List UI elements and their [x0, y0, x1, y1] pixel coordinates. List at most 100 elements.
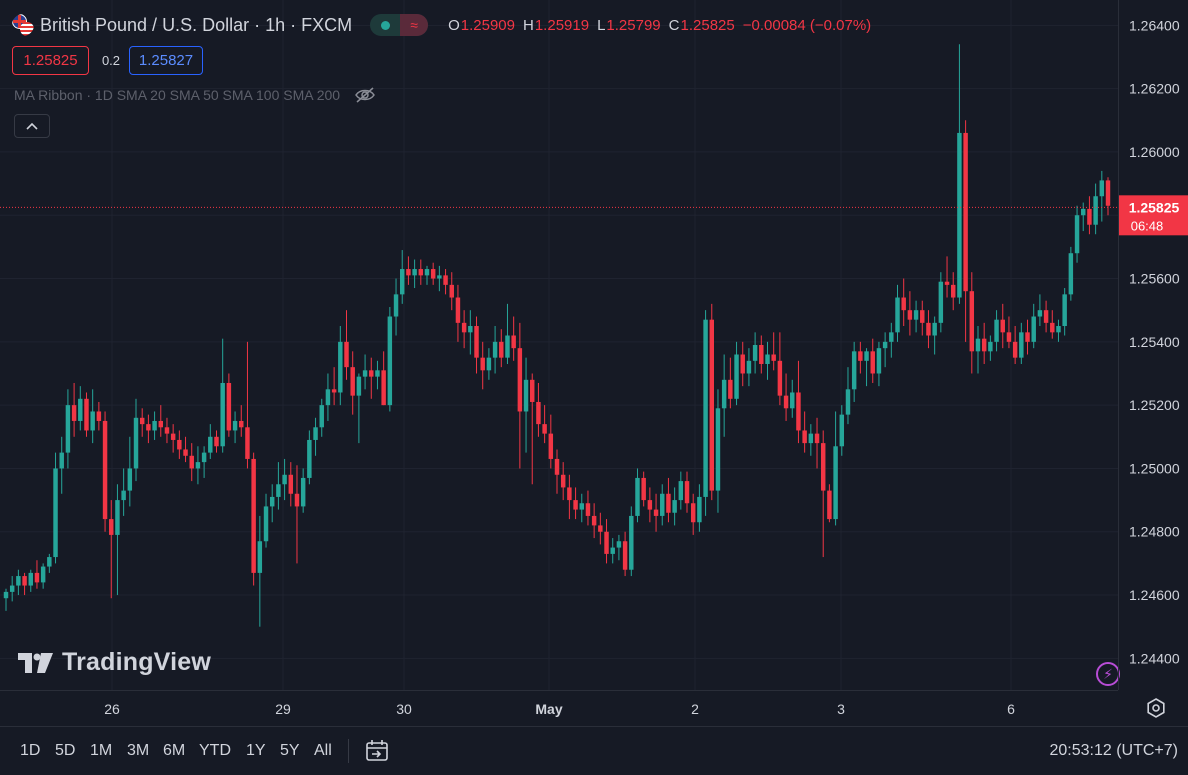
candle[interactable] [820, 430, 826, 558]
candle[interactable] [963, 120, 968, 342]
candle[interactable] [220, 338, 225, 453]
candle[interactable] [3, 588, 9, 611]
candle[interactable] [721, 354, 727, 437]
candle[interactable] [189, 443, 194, 482]
candle[interactable] [1012, 326, 1018, 364]
candle[interactable] [641, 471, 646, 507]
candle[interactable] [71, 382, 77, 437]
candle[interactable] [901, 278, 906, 327]
date-range-calendar-icon[interactable] [364, 738, 390, 764]
candle[interactable] [170, 424, 176, 453]
candle[interactable] [282, 458, 287, 501]
candle[interactable] [115, 484, 120, 596]
candle[interactable] [523, 357, 529, 453]
price-scale[interactable]: 1.264001.262001.260001.258001.256001.254… [1118, 0, 1188, 690]
candle[interactable] [981, 322, 987, 364]
candle[interactable] [783, 373, 789, 421]
candle[interactable] [294, 465, 300, 564]
candle[interactable] [239, 405, 244, 437]
collapse-legend-button[interactable] [14, 114, 50, 138]
time-scale[interactable]: 26 29 30 May 2 3 6 [0, 690, 1118, 726]
candle[interactable] [796, 360, 801, 444]
candle[interactable] [325, 373, 331, 421]
candle[interactable] [765, 341, 770, 380]
candle[interactable] [344, 310, 349, 380]
candle[interactable] [492, 326, 498, 374]
candle[interactable] [926, 310, 931, 349]
candle[interactable] [1105, 177, 1111, 216]
candle[interactable] [307, 430, 312, 485]
candle[interactable] [183, 436, 188, 463]
market-status-pill[interactable]: ≈ [370, 14, 429, 36]
candle[interactable] [263, 493, 269, 548]
candle[interactable] [957, 44, 962, 304]
candle[interactable] [381, 351, 386, 406]
candle[interactable] [975, 326, 981, 374]
candle[interactable] [530, 373, 535, 485]
candle[interactable] [127, 436, 133, 507]
candle[interactable] [468, 310, 473, 355]
candle[interactable] [1037, 294, 1043, 327]
chart-pane[interactable]: British Pound / U.S. Dollar · 1h · FXCM … [0, 0, 1120, 690]
candle[interactable] [752, 332, 758, 374]
candle[interactable] [300, 468, 306, 513]
candle[interactable] [9, 576, 15, 602]
candle[interactable] [121, 468, 126, 516]
candle[interactable] [1093, 183, 1098, 235]
candle[interactable] [1000, 303, 1005, 349]
candle[interactable] [1068, 246, 1074, 301]
candle[interactable] [437, 265, 442, 292]
candle[interactable] [486, 348, 492, 380]
candle[interactable] [876, 341, 882, 387]
candle[interactable] [133, 398, 139, 482]
candle[interactable] [22, 572, 27, 596]
candle[interactable] [276, 462, 281, 510]
candle[interactable] [1099, 170, 1105, 222]
candle[interactable] [245, 341, 250, 469]
candle[interactable] [697, 484, 702, 532]
candle[interactable] [684, 471, 690, 513]
candle[interactable] [647, 487, 653, 523]
candle[interactable] [387, 307, 393, 412]
candle[interactable] [406, 256, 411, 285]
candle[interactable] [430, 262, 436, 285]
eye-hidden-icon[interactable] [354, 86, 376, 104]
candle[interactable] [573, 487, 578, 520]
candle[interactable] [678, 471, 684, 510]
candle[interactable] [269, 484, 275, 523]
candle[interactable] [994, 310, 999, 352]
lightning-icon[interactable]: ⚡ [1096, 662, 1120, 686]
candle[interactable] [950, 272, 956, 311]
candle[interactable] [96, 401, 102, 431]
candle[interactable] [542, 405, 547, 444]
candle[interactable] [870, 338, 875, 383]
candle[interactable] [827, 484, 832, 523]
buy-price-button[interactable]: 1.25827 [129, 46, 203, 75]
candle[interactable] [660, 484, 665, 526]
candle[interactable] [560, 462, 566, 501]
candle[interactable] [1062, 288, 1067, 336]
candle[interactable] [616, 534, 622, 561]
candle[interactable] [288, 462, 294, 507]
symbol-title[interactable]: British Pound / U.S. Dollar · 1h · FXCM [40, 14, 353, 35]
candle[interactable] [1031, 303, 1036, 349]
candle[interactable] [591, 503, 597, 539]
candle[interactable] [232, 411, 238, 444]
candle[interactable] [610, 538, 615, 564]
candle[interactable] [1019, 322, 1024, 364]
candle[interactable] [944, 256, 950, 298]
candle[interactable] [1087, 196, 1092, 235]
tradingview-logo[interactable]: TradingView [18, 648, 211, 677]
candle[interactable] [585, 490, 591, 526]
candle[interactable] [424, 265, 430, 285]
candle[interactable] [554, 449, 560, 494]
candle[interactable] [858, 341, 863, 374]
candle[interactable] [567, 474, 572, 520]
candle[interactable] [969, 272, 975, 374]
candle[interactable] [864, 348, 869, 387]
candle[interactable] [604, 519, 609, 564]
candle[interactable] [455, 284, 461, 342]
candle[interactable] [802, 411, 807, 453]
candle[interactable] [672, 487, 677, 526]
candle[interactable] [740, 341, 745, 387]
